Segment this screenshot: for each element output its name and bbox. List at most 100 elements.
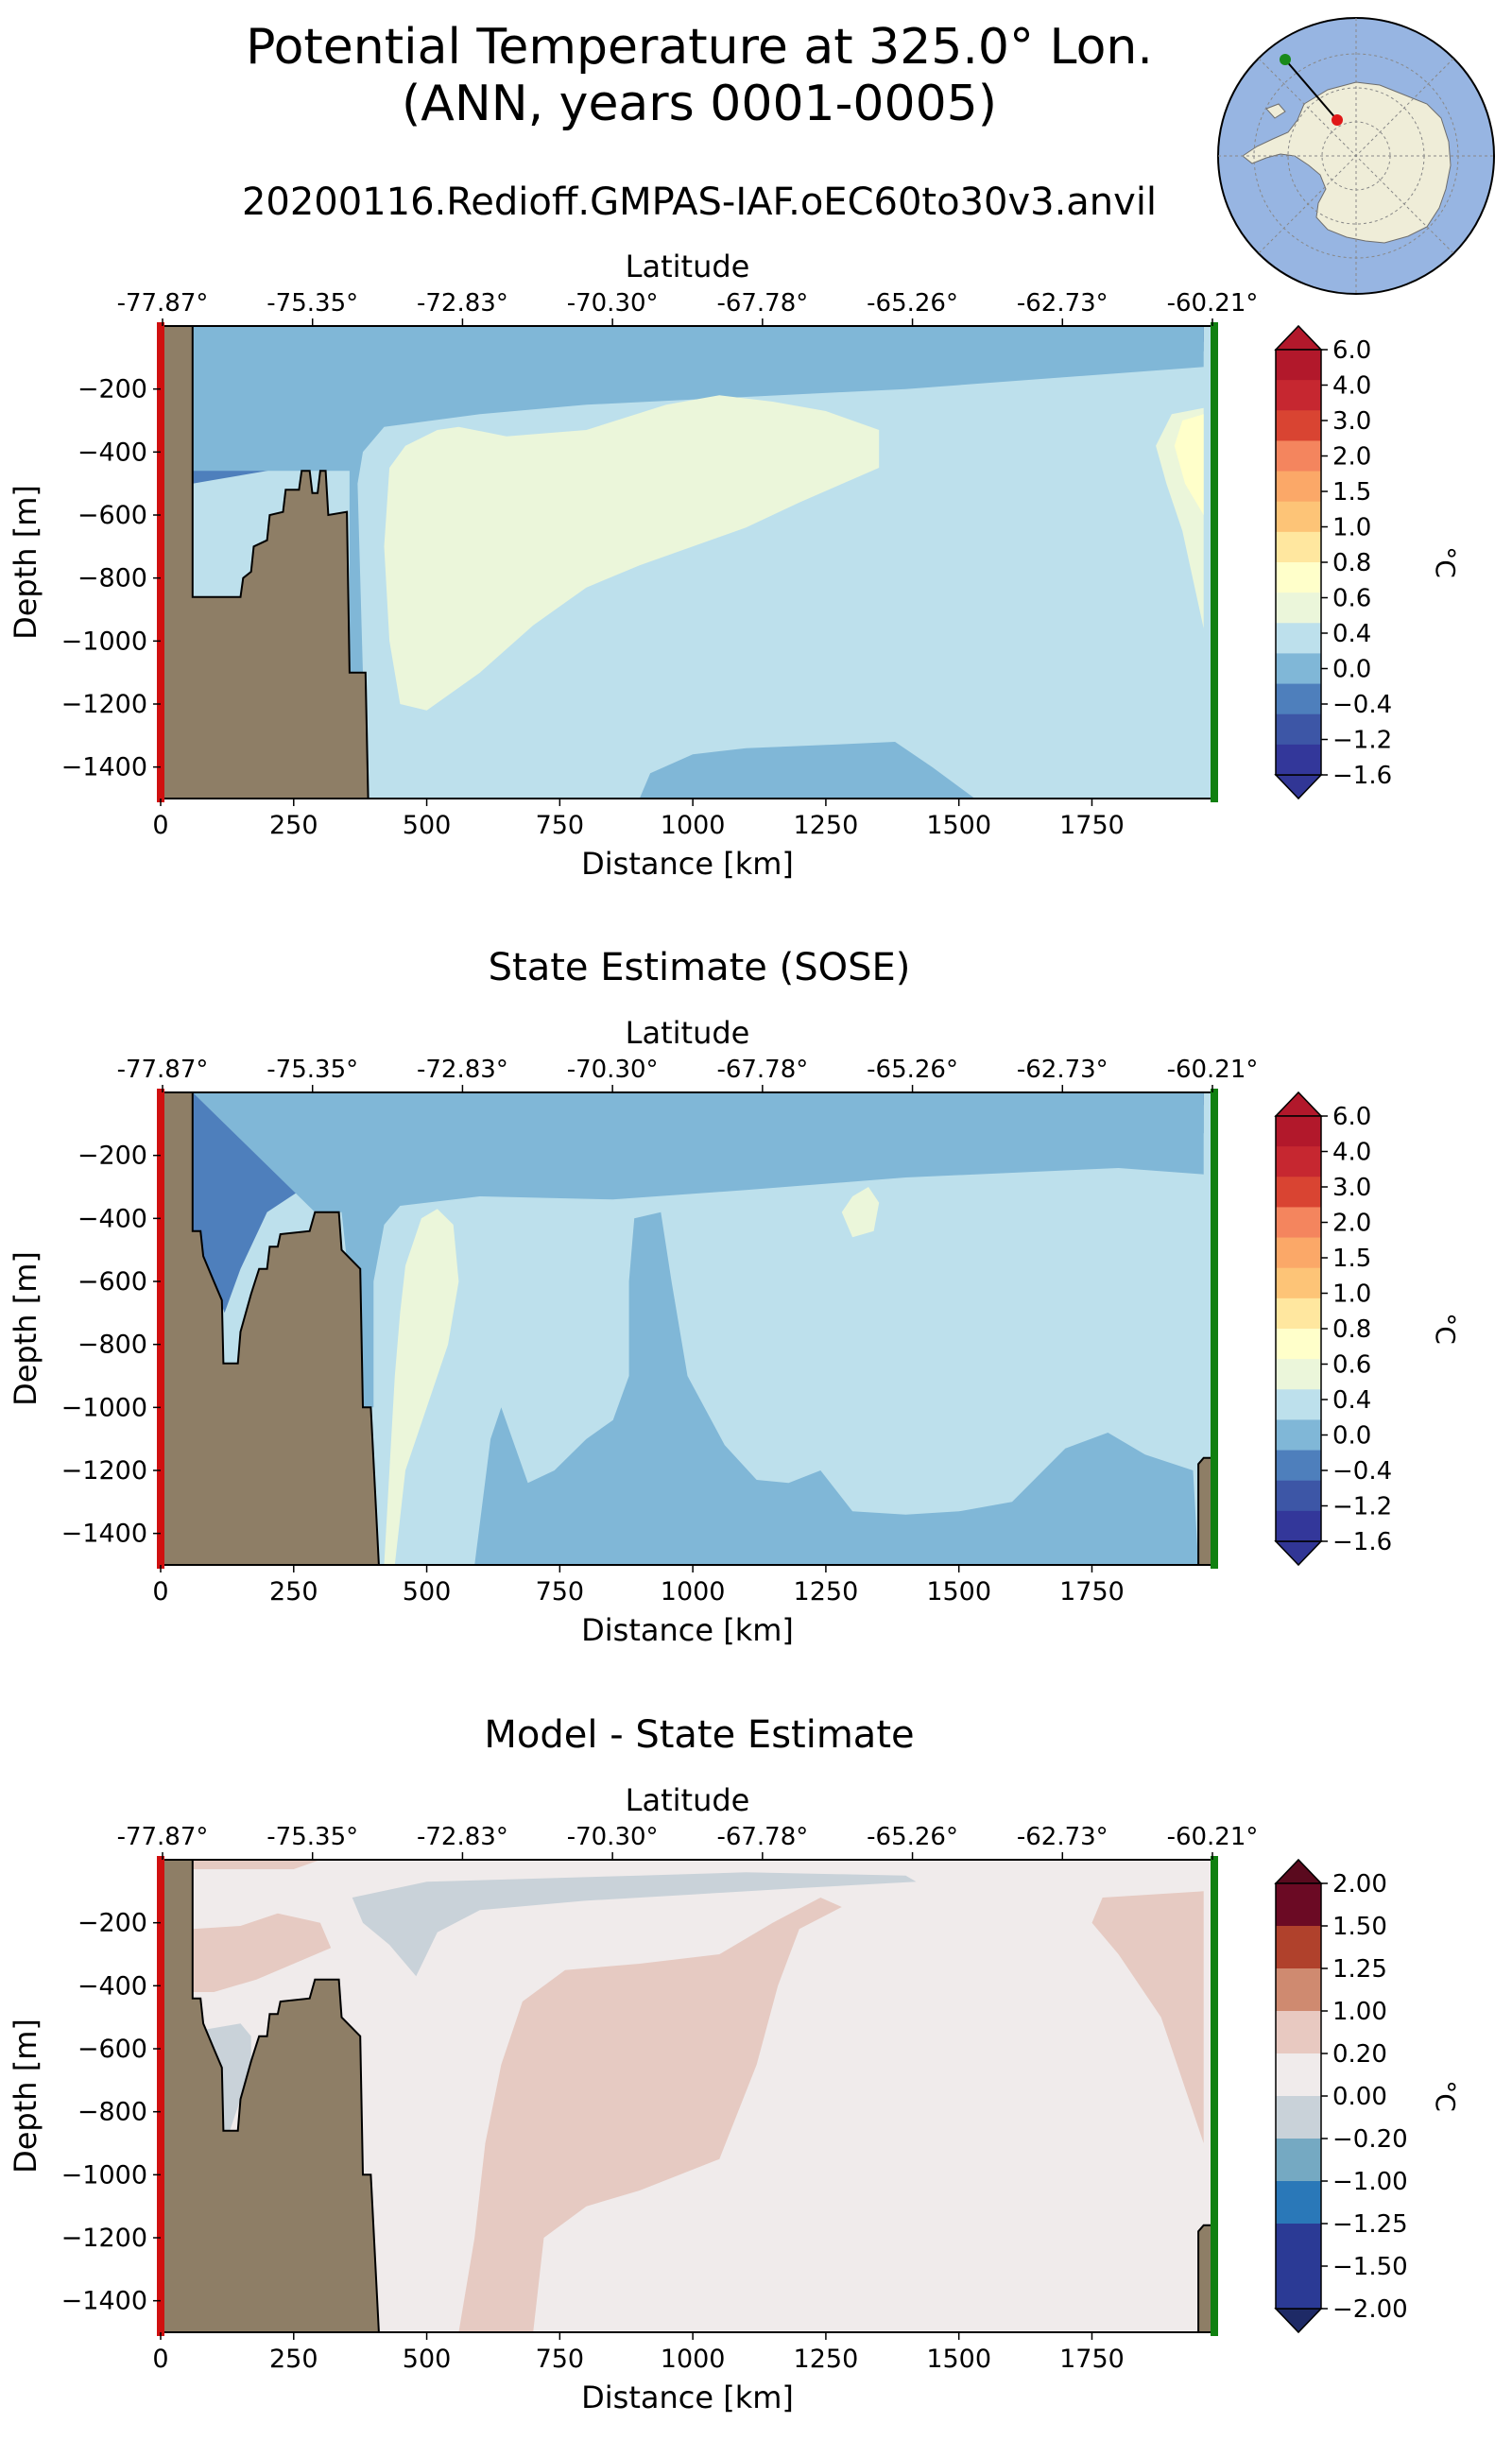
lat-tick-label: -65.26° (867, 289, 958, 318)
colorbar-band (1276, 744, 1321, 776)
x-tick-label: 500 (403, 1577, 452, 1606)
y-tick-label: −800 (77, 1331, 147, 1360)
inset-transect-line (1284, 59, 1338, 121)
contour-region-4 (352, 1872, 917, 1977)
colorbar-label: −0.20 (1332, 2125, 1408, 2154)
lat-tick-label: -77.87° (117, 289, 209, 318)
colorbar-label: −2.00 (1332, 2295, 1408, 2324)
colorbar-unit: °C (1430, 1313, 1461, 1345)
colorbar-extend-bottom (1274, 1540, 1323, 1567)
x-tick-label: 250 (269, 1577, 318, 1606)
colorbar-label: −1.00 (1332, 2168, 1408, 2196)
colorbar-label: 1.00 (1332, 1998, 1387, 2026)
y-axis-label: Depth [m] (8, 1251, 43, 1406)
colorbar-label: 6.0 (1332, 1103, 1371, 1131)
x-tick-label: 0 (152, 811, 168, 840)
plot-area (161, 1860, 1214, 2332)
colorbar-band (1276, 623, 1321, 654)
colorbar-band (1276, 2096, 1321, 2139)
colorbar-band (1276, 2224, 1321, 2267)
colorbar-extend-bottom (1274, 774, 1323, 800)
colorbar-band (1276, 1510, 1321, 1542)
colorbar-label: 2.00 (1332, 1870, 1387, 1899)
colorbar-band (1276, 1883, 1321, 1927)
colorbar-band (1276, 1359, 1321, 1390)
colorbar: 6.0 4.0 3.0 2.0 1.5 1.0 0.8 0.6 0.4 0.0 −0.4 −1.2 −1… (1274, 1091, 1461, 1567)
lat-tick-label: -70.30° (567, 1056, 659, 1084)
colorbar-unit: °C (1430, 2080, 1461, 2112)
contour-region-4 (384, 1209, 459, 1565)
inset-antarctica (1242, 81, 1452, 244)
y-tick-label: −400 (77, 438, 147, 467)
panel-sose: 0 250 500 750 1000 1250 1500 1750 Distance [km] -… (8, 1015, 1461, 1648)
colorbar-band (1276, 1237, 1321, 1269)
colorbar-label: 0.8 (1332, 549, 1371, 577)
lat-tick-label: -75.35° (266, 289, 358, 318)
colorbar-band (1276, 440, 1321, 472)
x-axis-label: Distance [km] (581, 1612, 794, 1648)
y-tick-label: −1000 (61, 1393, 147, 1422)
contour-region-1 (192, 1913, 332, 1992)
colorbar-label: 0.6 (1332, 585, 1371, 613)
lat-tick-label: -60.21° (1167, 1823, 1259, 1851)
x-axis-label: Distance [km] (581, 846, 794, 882)
inset-start-point (1280, 54, 1291, 65)
x-tick-label: 1250 (794, 811, 859, 840)
colorbar-band (1276, 1207, 1321, 1239)
colorbar-label: 3.0 (1332, 407, 1371, 436)
panel-difference: 0 250 500 750 1000 1250 1500 1750 Distance [km] -… (8, 1782, 1461, 2415)
colorbar-label: 1.0 (1332, 1280, 1371, 1309)
bathymetry-land (161, 326, 369, 799)
title-line-1: Potential Temperature at 325.0° Lon. (246, 19, 1153, 76)
x-tick-label: 1250 (794, 1577, 859, 1606)
lat-tick-label: -72.83° (417, 1056, 508, 1084)
lat-tick-label: -72.83° (417, 289, 508, 318)
colorbar-band (1276, 1926, 1321, 1969)
y-tick-label: −200 (77, 375, 147, 404)
colorbar-band (1276, 683, 1321, 715)
colorbar-label: 1.0 (1332, 514, 1371, 542)
x-tick-label: 1750 (1059, 811, 1125, 840)
y-axis-label: Depth [m] (8, 2019, 43, 2174)
colorbar-label: 3.0 (1332, 1174, 1371, 1202)
lat-tick-label: -62.73° (1017, 289, 1108, 318)
colorbar-band (1276, 2266, 1321, 2310)
colorbar-band (1276, 1267, 1321, 1299)
colorbar-band (1276, 1177, 1321, 1208)
x-tick-label: 0 (152, 1577, 168, 1606)
colorbar-band (1276, 1968, 1321, 2012)
y-tick-label: −800 (77, 2098, 147, 2127)
colorbar-band (1276, 593, 1321, 624)
inset-map (1217, 17, 1495, 295)
colorbar-label: 0.4 (1332, 1386, 1371, 1415)
colorbar-band (1276, 1329, 1321, 1360)
y-tick-label: −600 (77, 501, 147, 530)
x-tick-label: 0 (152, 2345, 168, 2374)
x-tick-label: 1500 (926, 2345, 991, 2374)
y-tick-label: −1000 (61, 627, 147, 656)
x-tick-label: 250 (269, 811, 318, 840)
lat-tick-label: -70.30° (567, 289, 659, 318)
colorbar-band (1276, 1116, 1321, 1147)
y-tick-label: −1400 (61, 2287, 147, 2316)
colorbar-band (1276, 713, 1321, 746)
lat-tick-label: -67.78° (716, 1823, 808, 1851)
contour-region-0 (192, 1860, 320, 1869)
top-axis-label: Latitude (626, 1015, 750, 1051)
colorbar-label: 2.0 (1332, 443, 1371, 472)
x-tick-label: 500 (403, 811, 452, 840)
y-tick-label: −400 (77, 1971, 147, 2001)
colorbar-label: 0.00 (1332, 2083, 1387, 2111)
y-axis-label: Depth [m] (8, 485, 43, 640)
x-tick-label: 1000 (661, 811, 726, 840)
colorbar: 2.00 1.50 1.25 1.00 0.20 0.00 −0.20 −1.00 −1.25 −… (1274, 1858, 1461, 2334)
y-tick-label: −800 (77, 564, 147, 593)
colorbar-label: 4.0 (1332, 372, 1371, 401)
y-tick-label: −1200 (61, 2224, 147, 2253)
plot-area (161, 1092, 1214, 1565)
colorbar-label: −1.6 (1332, 1528, 1392, 1556)
bathymetry-land-right (1197, 1456, 1214, 1565)
y-tick-label: −200 (77, 1909, 147, 1938)
colorbar-band (1276, 1297, 1321, 1330)
colorbar-band (1276, 1146, 1321, 1177)
